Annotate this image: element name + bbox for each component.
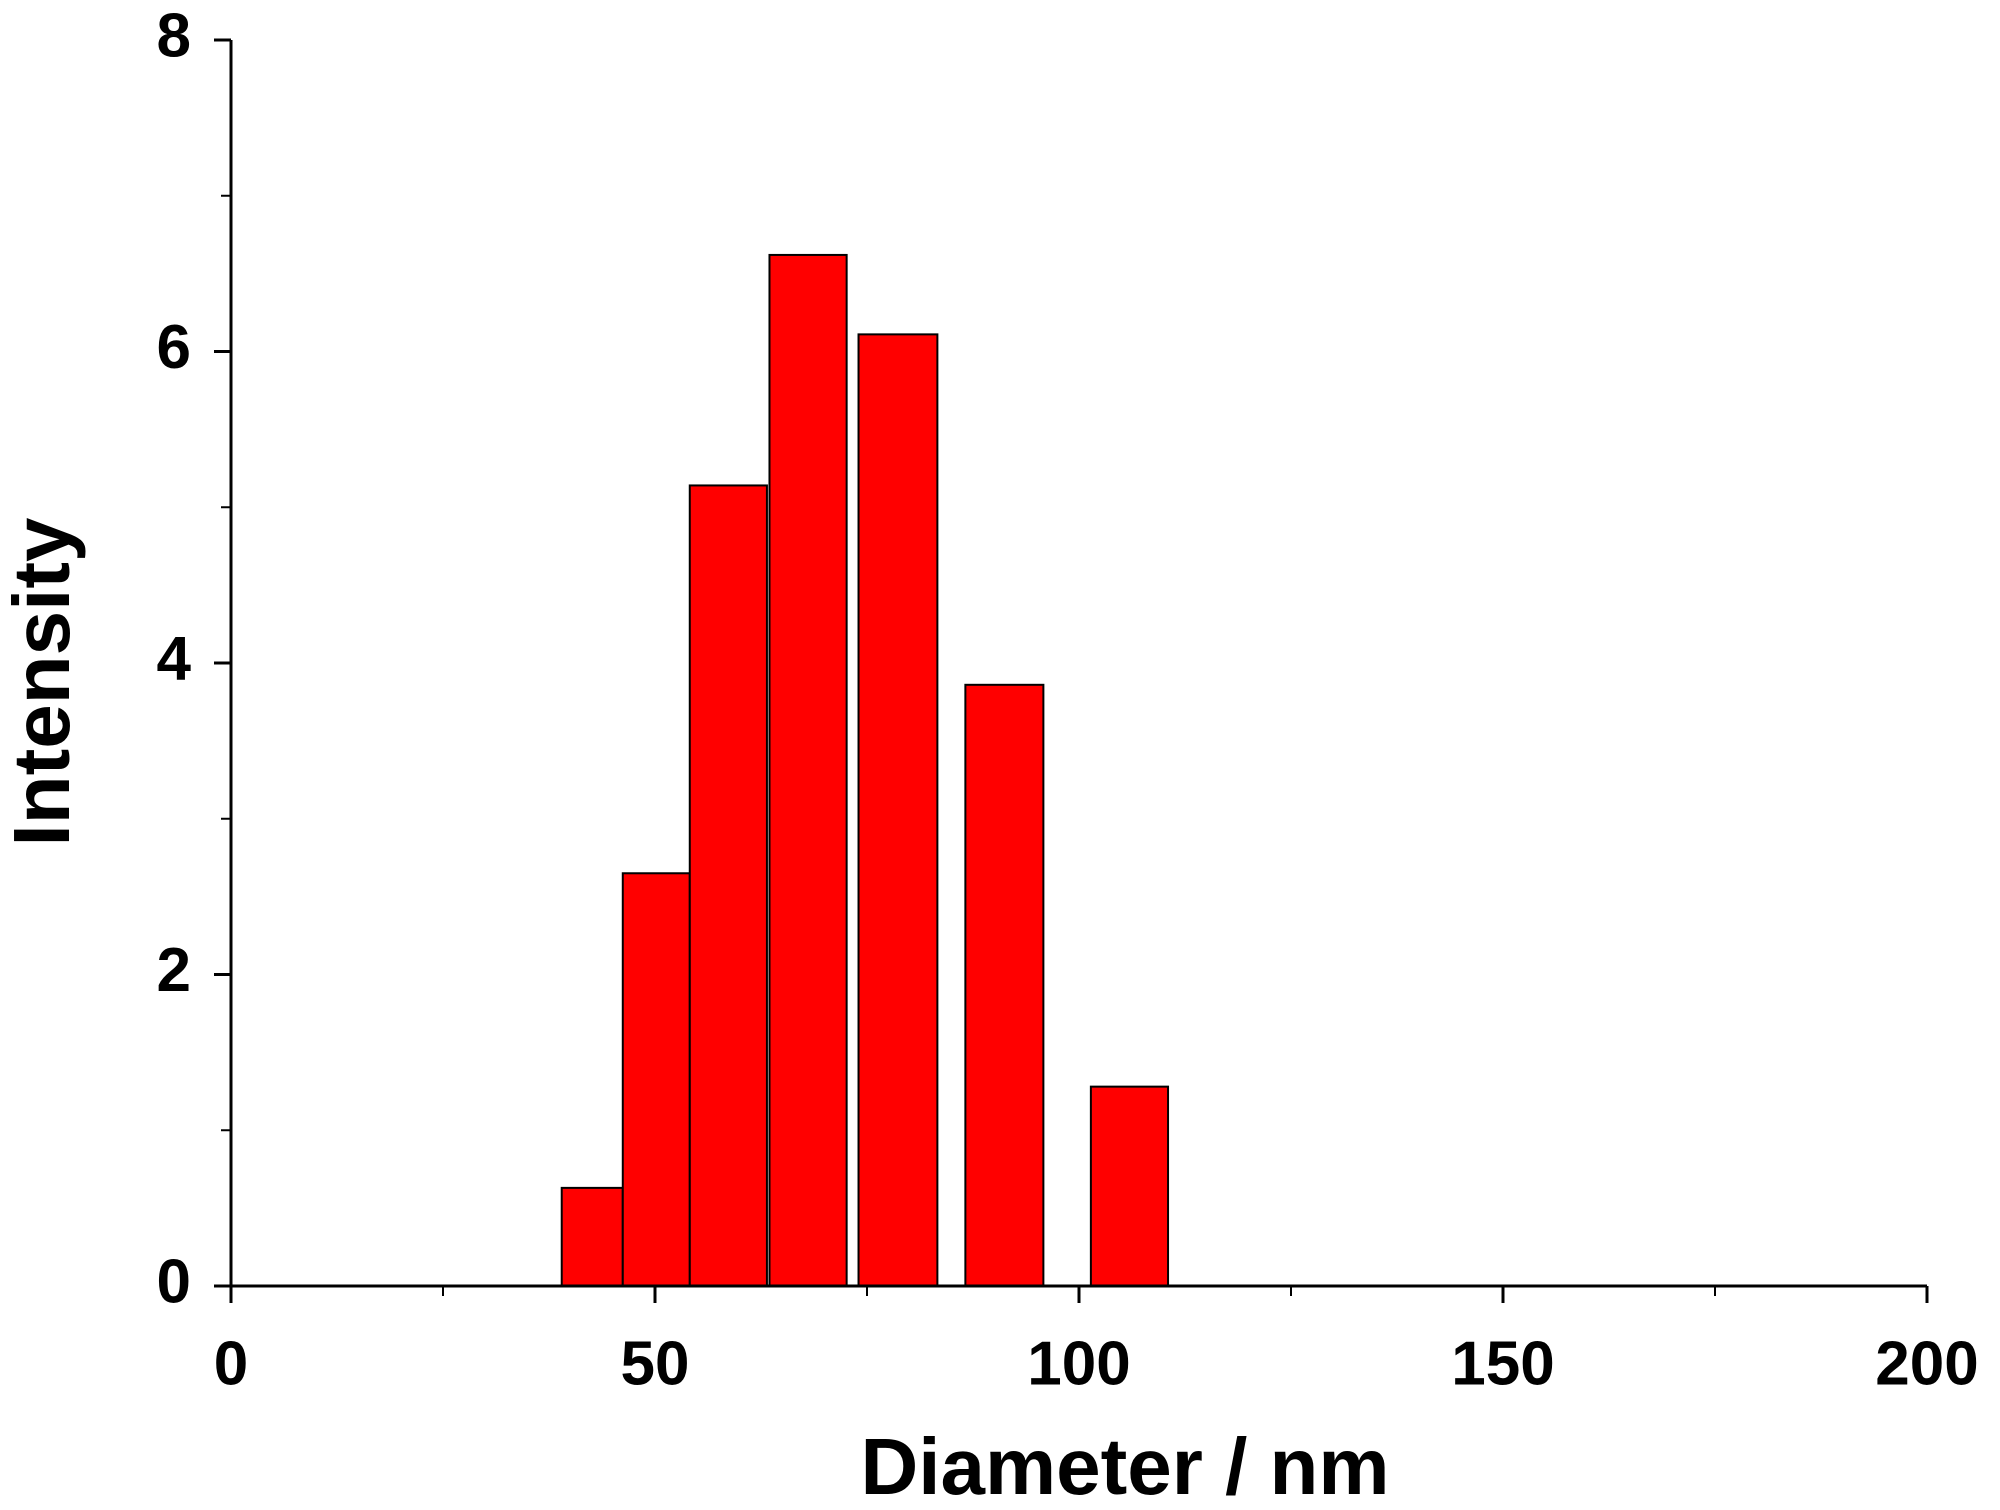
bar — [1089, 1085, 1170, 1288]
y-axis-title: Intensity — [0, 517, 86, 846]
x-axis-title: Diameter / nm — [860, 1422, 1389, 1510]
y-tick-label: 0 — [157, 1247, 191, 1316]
y-tick-label: 4 — [157, 624, 192, 693]
y-tick-label: 6 — [157, 313, 191, 382]
bar — [621, 872, 691, 1287]
x-tick-label: 100 — [1027, 1329, 1130, 1398]
bar — [768, 253, 848, 1287]
x-tick-label: 50 — [621, 1329, 690, 1398]
bar — [964, 683, 1045, 1287]
bar — [688, 484, 768, 1287]
y-tick-label: 8 — [157, 1, 191, 70]
y-tick-label: 2 — [157, 936, 191, 1005]
bar — [560, 1186, 624, 1287]
x-tick-label: 200 — [1875, 1329, 1978, 1398]
bar — [857, 333, 939, 1287]
x-tick-label: 150 — [1451, 1329, 1554, 1398]
x-tick-label: 0 — [214, 1329, 248, 1398]
